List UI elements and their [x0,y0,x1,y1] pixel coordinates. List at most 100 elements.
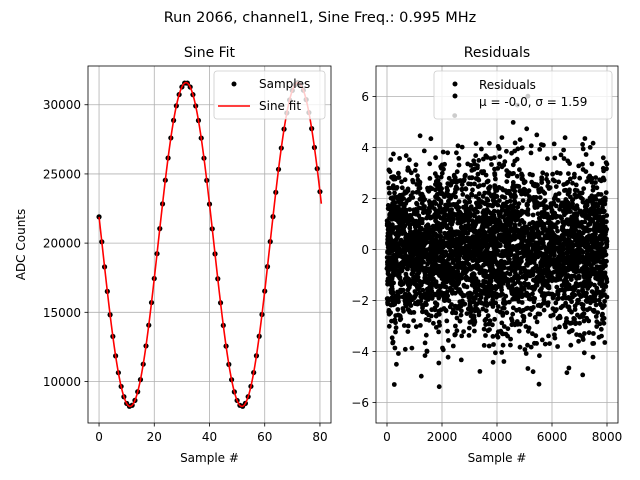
residual-point [547,243,553,249]
residual-point [507,271,513,277]
residual-point [492,316,497,322]
residual-point [528,143,534,149]
residual-point [565,179,571,185]
residual-point [574,216,579,221]
residual-point [505,277,510,282]
residual-point [550,252,556,257]
residual-point [505,282,511,288]
residual-point [483,211,489,217]
residual-point [461,218,467,224]
residual-point [552,326,558,332]
residual-point [575,241,580,247]
residual-point [497,154,503,160]
residuals-ytick-label: −2 [351,294,369,308]
residual-point [540,254,546,260]
residual-point [510,311,516,317]
residual-point [403,153,409,159]
residual-point [524,246,529,251]
residual-point [587,145,593,150]
residual-point [389,280,394,286]
residual-point [427,259,433,265]
residual-point [580,142,585,147]
residual-point [417,227,423,233]
sine-fit-ylabel: ADC Counts [14,209,28,281]
residual-point [601,232,607,238]
residual-point [593,314,599,319]
residual-point [539,213,545,218]
residual-point [466,325,472,331]
residual-point [594,210,600,216]
residual-point [520,249,526,254]
sine-fit-legend: Samples Sine fit [213,70,326,120]
residual-point [581,318,587,324]
residual-point [455,143,461,149]
residual-point [504,148,509,154]
residual-point [505,333,510,339]
residual-point [414,201,420,207]
residual-point [516,243,521,248]
residual-point [475,176,481,182]
residual-point [561,251,566,257]
residual-point [490,293,495,299]
residual-point [394,185,400,190]
residual-point [487,327,492,332]
residual-point [510,180,516,185]
residuals-ytick-label: 0 [361,243,369,257]
residual-point [581,350,587,356]
residual-point [443,235,449,240]
residual-point [544,172,550,178]
residual-point [449,179,455,184]
residual-point [475,240,481,246]
residual-point [512,140,518,146]
residual-point [424,348,430,354]
residual-point [553,184,559,190]
residual-point [577,229,582,235]
residual-point [598,326,604,332]
residual-point [518,188,524,194]
residual-point [519,145,525,151]
residual-point [512,188,518,194]
residual-point [512,192,518,198]
residual-point [454,169,460,175]
residual-point [512,233,518,239]
residual-point [500,249,506,255]
residual-point [543,263,549,269]
residual-point [412,301,418,307]
residual-point [546,249,551,254]
residual-point [580,254,585,259]
residual-point [574,194,579,200]
residual-point [471,239,476,245]
residual-point [482,190,488,196]
residual-point [578,190,583,196]
residual-point [540,170,546,176]
residual-point [452,175,458,181]
residual-point [471,299,477,305]
residual-point [436,295,442,301]
residual-point [545,302,551,308]
residual-point [500,292,506,297]
residual-point [519,266,525,272]
residual-point [502,202,508,207]
residual-point [499,164,505,170]
residual-point [401,247,407,252]
residual-point [437,254,443,260]
residual-point [547,214,553,220]
residual-point [537,311,543,317]
residual-point [426,266,431,272]
residual-point [477,270,483,276]
residual-point [451,307,456,312]
residual-point [475,286,481,292]
residual-point [445,188,450,193]
residual-point [433,231,438,237]
residual-point [485,202,491,208]
residual-point [385,180,391,186]
residual-point [602,273,608,279]
residual-point [534,247,540,252]
residual-point [388,302,394,308]
residual-point [428,284,434,290]
residuals-legend-frame [433,70,613,120]
residual-point [557,315,563,321]
residual-point [539,263,544,269]
residual-point [390,289,395,294]
residual-point [457,253,463,258]
